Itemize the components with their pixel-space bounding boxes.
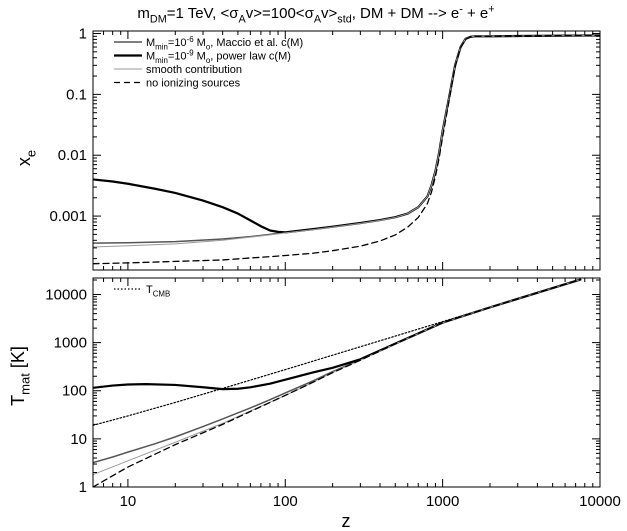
text-run: =1 TeV, < bbox=[167, 5, 230, 22]
text-run: , DM + DM --> e bbox=[352, 5, 460, 22]
chart-title: mDM=1 TeV, <σAv>=100<σAv>std, DM + DM --… bbox=[137, 3, 494, 25]
text-run: M bbox=[146, 51, 155, 63]
bottom-xtick-label: 100 bbox=[273, 493, 298, 510]
bottom-legend: TCMB bbox=[114, 284, 170, 298]
bottom-ytick-label: 1000 bbox=[54, 335, 87, 352]
top-legend-label-maccio: Mmin=10-6 Mo, Maccio et al. c(M) bbox=[146, 35, 303, 51]
text-run: -9 bbox=[187, 48, 195, 57]
text-run: min bbox=[155, 42, 168, 51]
text-run: e bbox=[23, 150, 38, 157]
top-legend: Mmin=10-6 Mo, Maccio et al. c(M)Mmin=10-… bbox=[114, 35, 303, 90]
bottom-xtick-label: 10 bbox=[120, 493, 137, 510]
bottom-xtick-label: 1000 bbox=[426, 493, 459, 510]
text-run: o bbox=[206, 56, 211, 65]
text-run: x bbox=[14, 157, 34, 166]
top-series bbox=[93, 34, 600, 265]
bottom-xtick-labels: 10 100 1000 10000 bbox=[120, 493, 621, 510]
text-run: A bbox=[239, 14, 247, 26]
text-run: std bbox=[337, 14, 351, 26]
bottom-ytick-label: 100 bbox=[62, 383, 87, 400]
text-run: v>=100< bbox=[246, 5, 305, 22]
top-ytick-label: 0.001 bbox=[49, 208, 87, 225]
text-run: smooth contribution bbox=[146, 64, 242, 76]
bottom-ytick-label: 10000 bbox=[45, 286, 87, 303]
bottom-ytick-labels: 1 10 100 1000 10000 bbox=[45, 286, 87, 496]
text-run: v> bbox=[321, 5, 338, 22]
top-series-noion bbox=[93, 34, 600, 265]
bottom-legend-label-tcmb: TCMB bbox=[146, 284, 170, 298]
text-run: min bbox=[155, 56, 168, 65]
bottom-xtick-label: 10000 bbox=[579, 493, 621, 510]
bottom-ytick-label: 10 bbox=[70, 431, 87, 448]
text-run: σ bbox=[229, 5, 239, 22]
top-ticks bbox=[92, 31, 601, 270]
text-run: CMB bbox=[153, 289, 171, 298]
text-run: σ bbox=[305, 5, 315, 22]
text-run: DM bbox=[150, 14, 167, 26]
text-run: A bbox=[314, 14, 322, 26]
text-run: T bbox=[8, 395, 28, 406]
text-run: m bbox=[137, 5, 150, 22]
text-run: T bbox=[146, 284, 153, 296]
text-run: + e bbox=[463, 5, 488, 22]
text-run: o bbox=[206, 42, 211, 51]
top-y-axis-label: xe bbox=[14, 150, 38, 166]
text-run: M bbox=[194, 51, 206, 63]
bottom-series bbox=[93, 278, 582, 487]
text-run: , Maccio et al. c(M) bbox=[210, 37, 303, 49]
text-run: [K] bbox=[8, 346, 28, 373]
text-run: , power law c(M) bbox=[210, 51, 291, 63]
text-run: -6 bbox=[187, 35, 195, 44]
top-legend-label-noion: no ionizing sources bbox=[146, 78, 241, 90]
bottom-y-axis-label: Tmat [K] bbox=[8, 346, 32, 406]
top-ytick-label: 0.1 bbox=[66, 86, 87, 103]
text-run: =10 bbox=[168, 51, 187, 63]
top-legend-label-powerlaw: Mmin=10-9 Mo, power law c(M) bbox=[146, 48, 291, 64]
bottom-ytick-label: 1 bbox=[79, 479, 87, 496]
bottom-ticks bbox=[92, 278, 601, 488]
text-run: mat bbox=[17, 373, 32, 395]
top-plot-frame bbox=[92, 30, 601, 271]
text-run: no ionizing sources bbox=[146, 78, 241, 90]
text-run: - bbox=[459, 3, 463, 15]
top-legend-label-smooth: smooth contribution bbox=[146, 64, 242, 76]
text-run: M bbox=[194, 37, 206, 49]
top-ytick-label: 0.01 bbox=[58, 147, 87, 164]
x-axis-label: z bbox=[342, 511, 351, 531]
top-ytick-label: 1 bbox=[79, 26, 87, 43]
bottom-series-smooth bbox=[93, 279, 581, 476]
text-run: =10 bbox=[168, 37, 187, 49]
top-ytick-labels: 0.001 0.01 0.1 1 bbox=[49, 26, 87, 226]
bottom-plot-frame bbox=[92, 277, 601, 488]
bottom-series-noion bbox=[93, 278, 581, 487]
text-run: M bbox=[146, 37, 155, 49]
text-run: + bbox=[488, 3, 494, 15]
